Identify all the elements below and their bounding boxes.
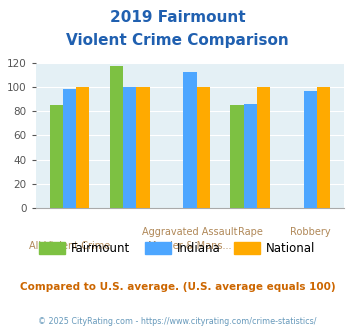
Bar [110, 66, 123, 208]
Bar [136, 87, 149, 208]
Text: 2019 Fairmount: 2019 Fairmount [110, 10, 245, 25]
Text: Aggravated Assault: Aggravated Assault [142, 227, 238, 237]
Bar [123, 87, 136, 208]
Text: Violent Crime Comparison: Violent Crime Comparison [66, 33, 289, 48]
Bar [183, 72, 197, 208]
Legend: Fairmount, Indiana, National: Fairmount, Indiana, National [34, 237, 321, 259]
Text: Robbery: Robbery [290, 227, 331, 237]
Bar [76, 87, 89, 208]
Bar [63, 89, 76, 208]
Text: © 2025 CityRating.com - https://www.cityrating.com/crime-statistics/: © 2025 CityRating.com - https://www.city… [38, 317, 317, 326]
Text: Murder & Mans...: Murder & Mans... [148, 241, 232, 251]
Text: Compared to U.S. average. (U.S. average equals 100): Compared to U.S. average. (U.S. average … [20, 282, 335, 292]
Text: All Violent Crime: All Violent Crime [29, 241, 110, 251]
Bar [50, 105, 63, 208]
Bar [257, 87, 270, 208]
Bar [304, 90, 317, 208]
Text: Rape: Rape [238, 227, 263, 237]
Bar [230, 105, 244, 208]
Bar [197, 87, 210, 208]
Bar [244, 104, 257, 208]
Bar [317, 87, 330, 208]
